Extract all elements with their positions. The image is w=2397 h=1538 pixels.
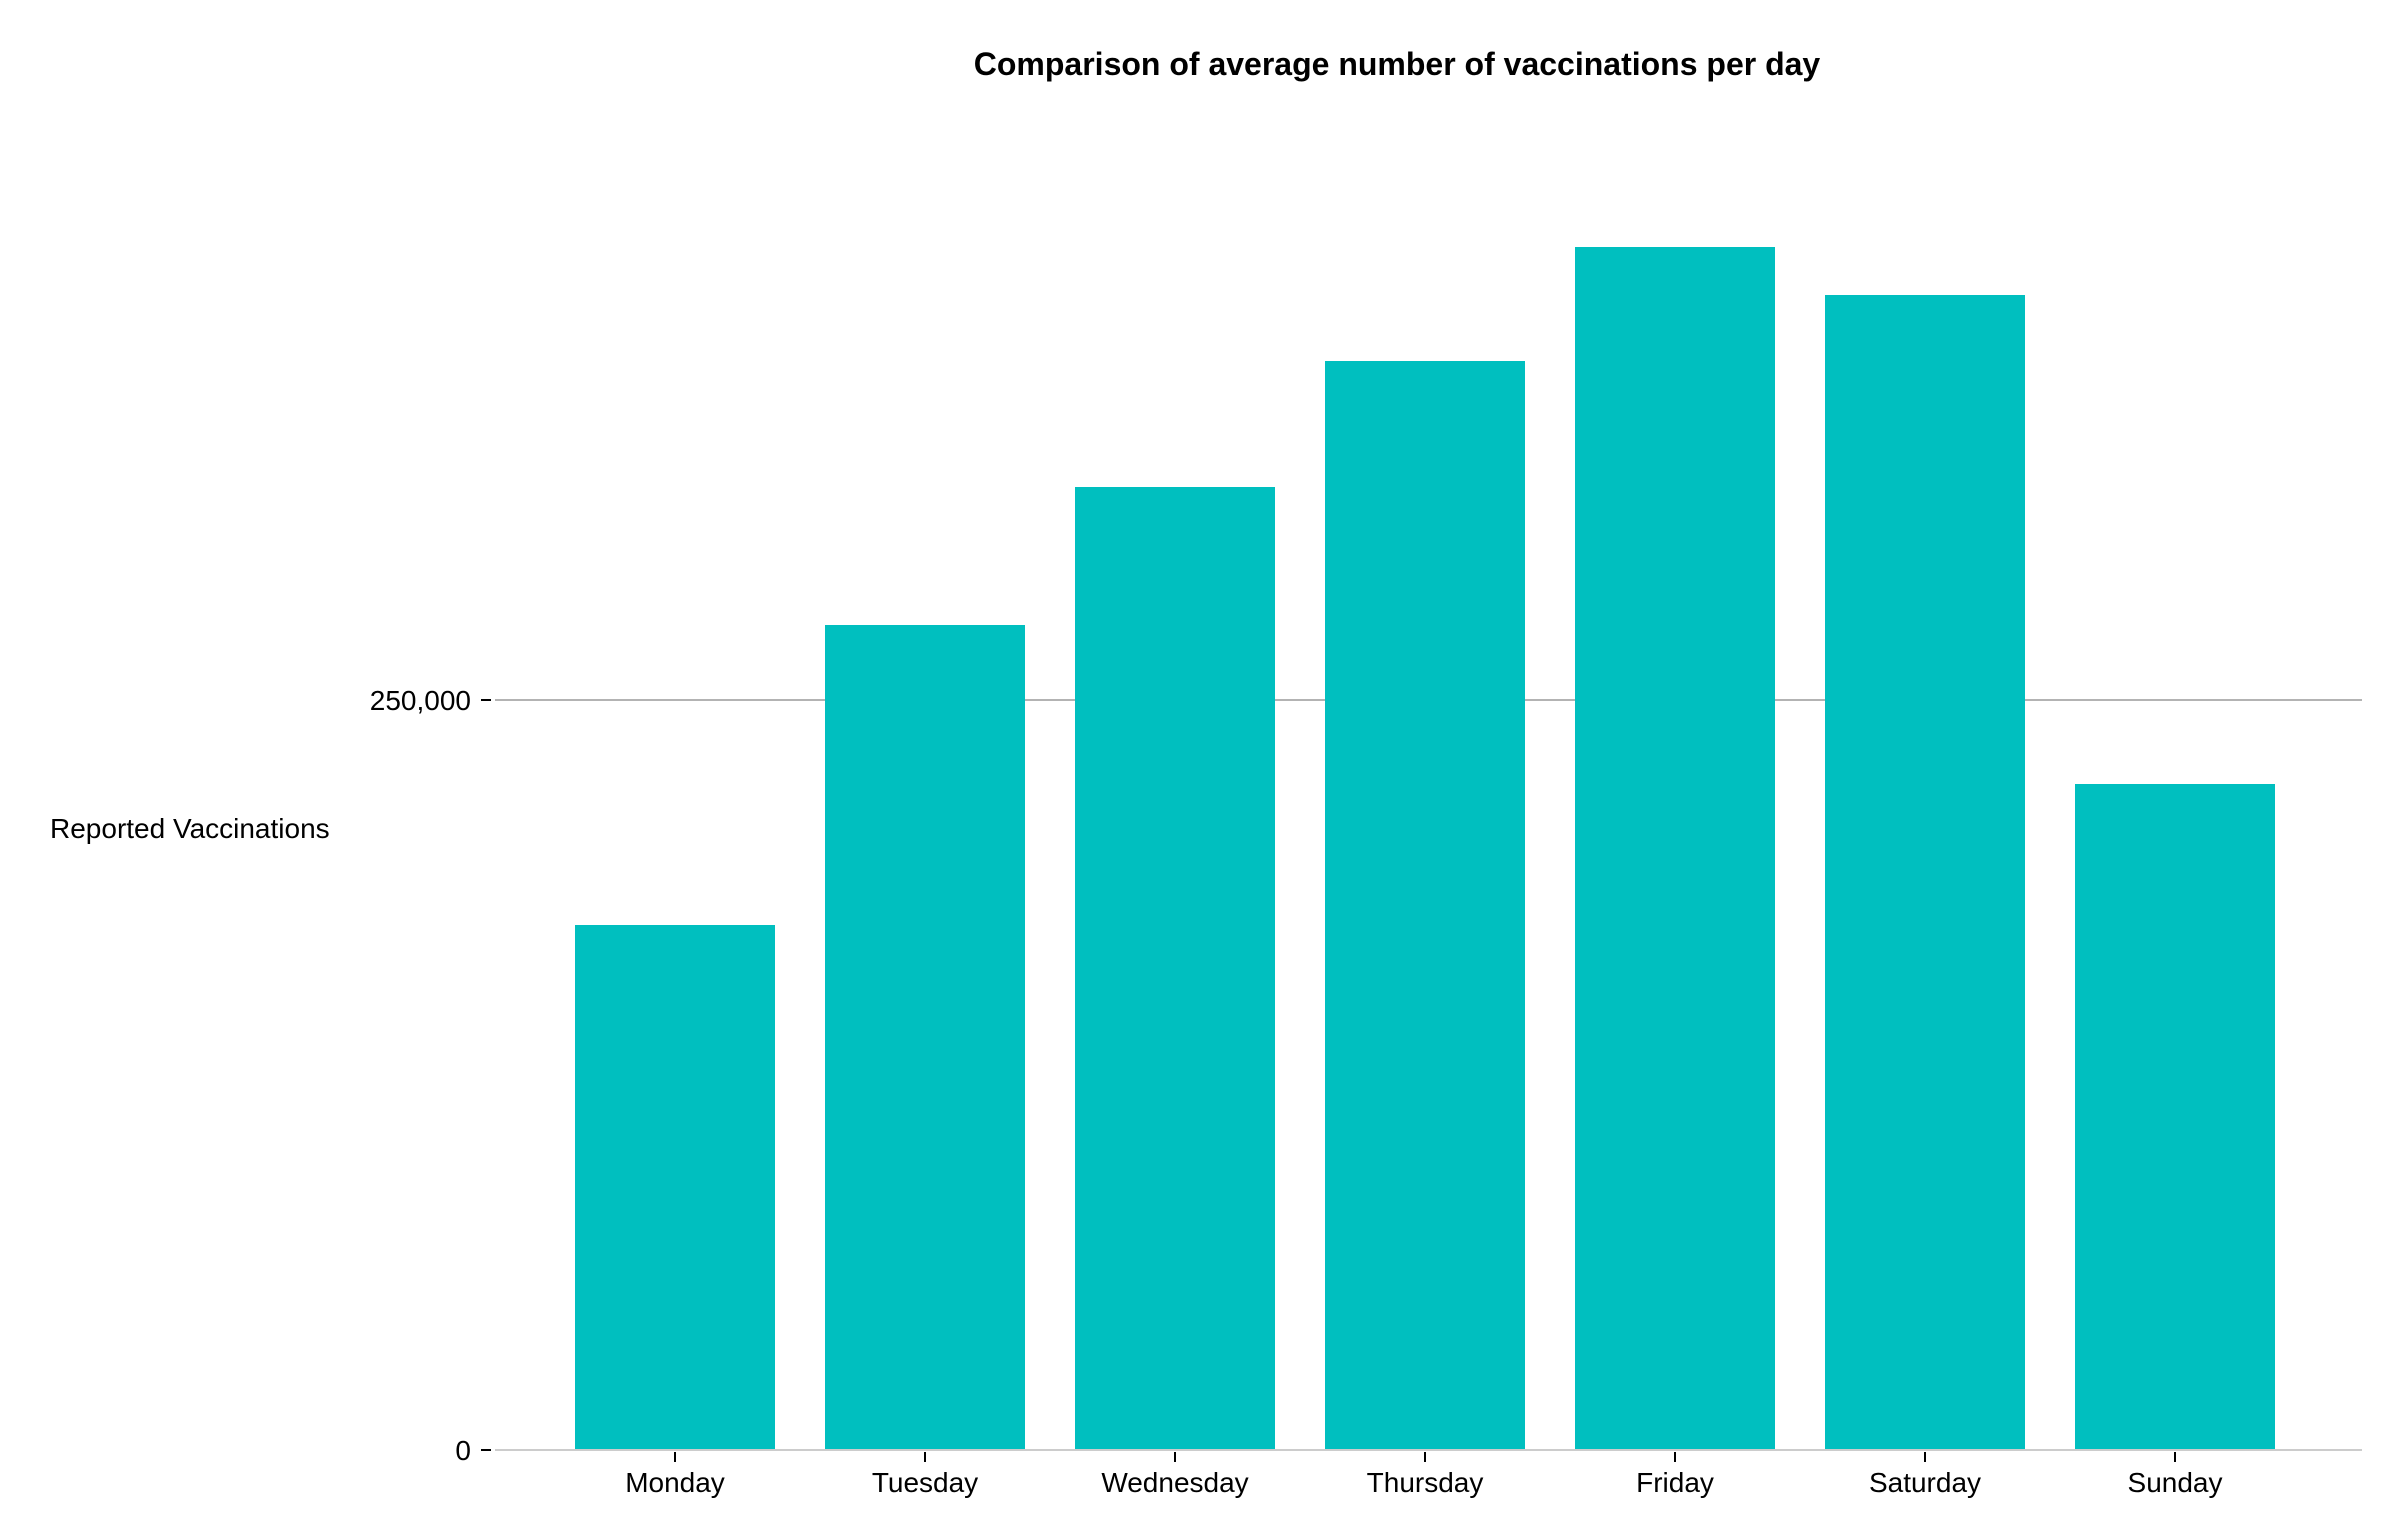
bar-wednesday	[1075, 487, 1275, 1450]
y-axis-label: Reported Vaccinations	[50, 813, 330, 844]
bars	[575, 247, 2275, 1450]
x-tick-label-thursday: Thursday	[1367, 1467, 1484, 1498]
bar-saturday	[1825, 295, 2025, 1450]
y-axis-ticks: 0 250,000	[370, 685, 491, 1466]
x-tick-label-wednesday: Wednesday	[1101, 1467, 1248, 1498]
y-tick-label: 250,000	[370, 685, 471, 716]
x-tick-label-saturday: Saturday	[1869, 1467, 1981, 1498]
x-tick-label-friday: Friday	[1636, 1467, 1714, 1498]
bar-tuesday	[825, 625, 1025, 1450]
x-tick-label-tuesday: Tuesday	[872, 1467, 978, 1498]
chart-title: Comparison of average number of vaccinat…	[974, 46, 1821, 82]
bar-sunday	[2075, 784, 2275, 1450]
x-tick-label-monday: Monday	[625, 1467, 725, 1498]
bar-friday	[1575, 247, 1775, 1450]
x-tick-label-sunday: Sunday	[2128, 1467, 2223, 1498]
bar-thursday	[1325, 361, 1525, 1450]
y-tick-label: 0	[455, 1435, 471, 1466]
bar-monday	[575, 925, 775, 1450]
x-axis-ticks: Monday Tuesday Wednesday Thursday Friday Satu…	[625, 1452, 2222, 1498]
